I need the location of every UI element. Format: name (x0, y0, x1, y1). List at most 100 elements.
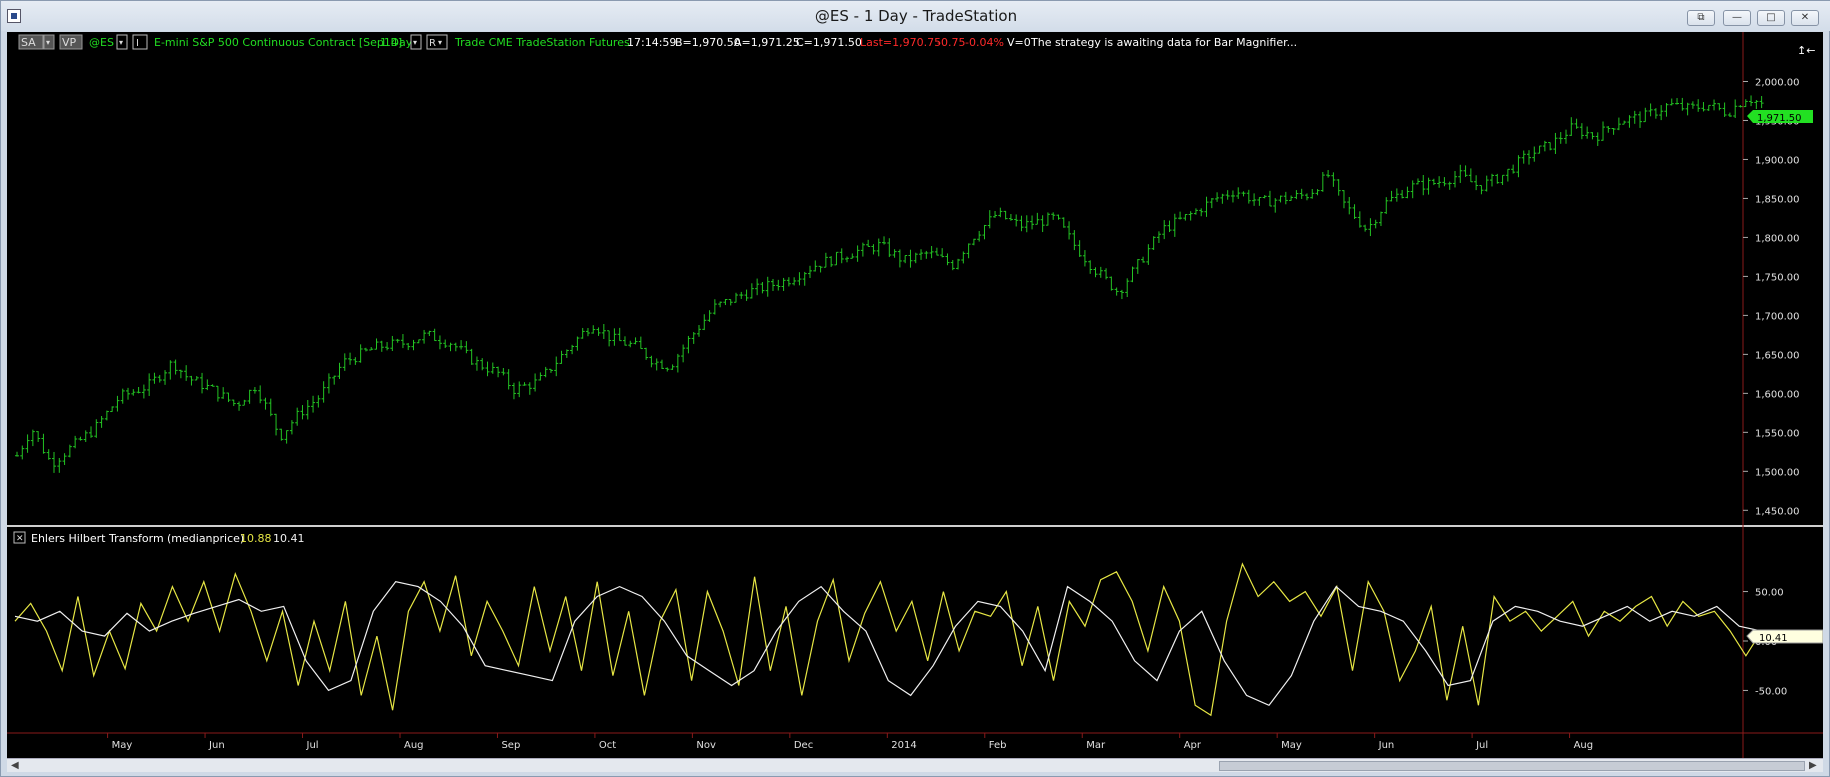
ohlc-bar (1410, 180, 1415, 199)
minimize-button[interactable]: — (1723, 10, 1751, 26)
maximize-button[interactable]: □ (1757, 10, 1785, 26)
ohlc-bar (596, 327, 601, 336)
symbol-dropdown-bg[interactable] (116, 34, 128, 50)
ohlc-bar (1188, 211, 1193, 221)
range-dropdown-icon[interactable]: ▾ (438, 38, 442, 47)
sa-button[interactable]: SA (21, 36, 36, 49)
ohlc-bar (1727, 112, 1732, 118)
ohlc-bar (1146, 244, 1151, 265)
ohlc-bar (237, 401, 242, 411)
ohlc-bar (511, 382, 516, 400)
ohlc-bar (1400, 189, 1405, 199)
ohlc-bar (168, 360, 173, 380)
ohlc-bar (1283, 191, 1288, 205)
ohlc-bar (1601, 121, 1606, 141)
ohlc-bar (136, 386, 141, 394)
ohlc-bar (1569, 117, 1574, 136)
ohlc-bar (1643, 107, 1648, 123)
ohlc-bar (1421, 174, 1426, 196)
ohlc-bar (152, 372, 157, 384)
insert-button[interactable]: I (136, 38, 139, 49)
ohlc-bar (1669, 98, 1674, 106)
ohlc-bar (78, 436, 83, 441)
ohlc-bar (1035, 212, 1040, 225)
ohlc-bar (200, 372, 205, 394)
chart-area[interactable]: SA ▾ VP @ES ▾ I E-mini S&P 500 Continuou… (7, 32, 1823, 758)
ohlc-bar (1606, 126, 1611, 133)
vp-button-bg[interactable] (59, 34, 83, 50)
ohlc-bar (110, 406, 115, 413)
indicator-name[interactable]: Ehlers Hilbert Transform (31, 532, 164, 545)
ohlc-bar (1759, 96, 1764, 109)
ohlc-bar (564, 349, 569, 358)
ohlc-bar (554, 356, 559, 377)
scrollbar-thumb[interactable] (1219, 761, 1805, 771)
interval-dropdown-icon[interactable]: ▾ (413, 38, 417, 47)
ohlc-bar (1278, 195, 1283, 203)
ohlc-bar (633, 337, 638, 345)
restore-document-button[interactable]: ⧉ (1687, 10, 1715, 26)
time-axis-label: Dec (794, 740, 813, 751)
ohlc-bar (871, 244, 876, 255)
time-axis[interactable]: May Jun Jul Aug Sep Oct Nov Dec 2014 Feb Mar Apr May… (107, 733, 1594, 751)
indicator-value-2: 10.41 (273, 532, 305, 545)
ohlc-bar (845, 256, 850, 263)
ohlc-bar (1151, 236, 1156, 251)
chart-canvas[interactable]: SA ▾ VP @ES ▾ I E-mini S&P 500 Continuou… (7, 32, 1823, 758)
time-axis-label: Oct (599, 740, 616, 751)
ohlc-bar (1489, 173, 1494, 187)
ohlc-bar (1542, 140, 1547, 152)
ohlc-bar (363, 347, 368, 352)
ohlc-bar (1093, 267, 1098, 278)
ohlc-bar (1479, 184, 1484, 195)
ohlc-bar (892, 249, 897, 258)
range-button-bg[interactable] (426, 34, 448, 50)
ohlc-bar (755, 278, 760, 296)
sa-button-bg[interactable] (18, 34, 44, 50)
ohlc-bar (982, 224, 987, 240)
horizontal-scrollbar[interactable]: ◀ ▶ (7, 758, 1823, 772)
range-button[interactable]: R (429, 38, 436, 49)
title-bar[interactable]: @ES - 1 Day - TradeStation ⧉ — □ ✕ (1, 1, 1830, 31)
ohlc-bar (797, 272, 802, 286)
indicator-input: (medianprice) (167, 532, 244, 545)
scroll-left-icon[interactable]: ◀ (11, 760, 19, 771)
time-axis-label: Jun (208, 740, 225, 751)
ohlc-bar (1061, 217, 1066, 228)
insert-button-bg[interactable] (132, 34, 148, 50)
ohlc-bar (961, 251, 966, 264)
ohlc-bar (517, 381, 522, 398)
ohlc-bar (1511, 164, 1516, 174)
close-button[interactable]: ✕ (1791, 10, 1819, 26)
vp-button[interactable]: VP (62, 36, 77, 49)
ohlc-bar (1119, 289, 1124, 300)
ohlc-bar (316, 395, 321, 408)
sa-dropdown-bg[interactable] (43, 34, 55, 50)
symbol-dropdown-icon[interactable]: ▾ (119, 38, 123, 47)
indicator-current-marker: 10.41 (1746, 629, 1823, 644)
ohlc-bar (1616, 117, 1621, 131)
ohlc-bar (226, 392, 231, 403)
interval-label[interactable]: 1 Day (380, 36, 413, 49)
ohlc-bar (1130, 266, 1135, 283)
ohlc-bar (1341, 190, 1346, 209)
ohlc-bar (934, 247, 939, 256)
indicator-close-icon[interactable]: ✕ (16, 534, 24, 544)
app-icon[interactable] (7, 9, 21, 23)
interval-dropdown-bg[interactable] (410, 34, 422, 50)
ohlc-bar (369, 346, 374, 351)
sa-dropdown-icon[interactable]: ▾ (46, 38, 50, 47)
ohlc-bar (379, 340, 384, 352)
last-price-axis-label: 1,971.50 (1757, 113, 1802, 124)
ohlc-bar (1437, 176, 1442, 188)
shift-chart-icon[interactable]: ↥← (1797, 44, 1815, 57)
ohlc-bar (1452, 170, 1457, 188)
symbol-label[interactable]: @ES (89, 36, 114, 49)
ohlc-bar (1236, 187, 1241, 199)
scroll-right-icon[interactable]: ▶ (1809, 760, 1817, 771)
ohlc-bar (1447, 181, 1452, 190)
ohlc-bar (1104, 268, 1109, 280)
ohlc-bar (924, 250, 929, 259)
ohlc-bar (358, 344, 363, 363)
indicator-close-box[interactable] (13, 531, 26, 544)
